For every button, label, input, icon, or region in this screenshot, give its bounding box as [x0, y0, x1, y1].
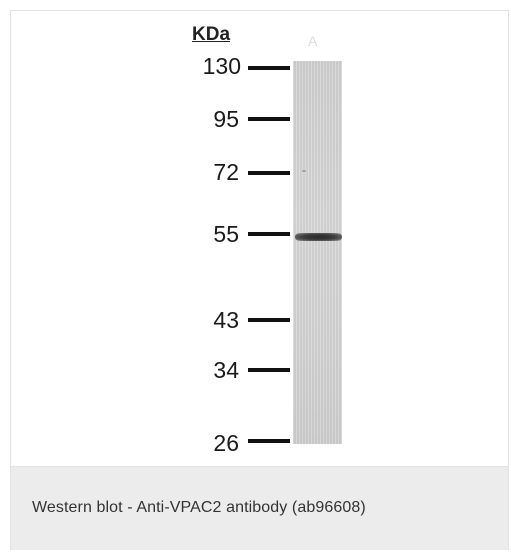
marker-tick-72 [248, 171, 290, 175]
marker-tick-95 [248, 117, 290, 121]
marker-label-130: 130 [202, 53, 241, 79]
marker-label-72: 72 [213, 159, 239, 185]
marker-tick-26 [248, 439, 290, 443]
faint-lane-mark [302, 170, 306, 172]
molecular-weight-unit-label: KDa [192, 24, 231, 45]
marker-tick-34 [248, 368, 290, 372]
marker-label-26: 26 [213, 430, 239, 456]
caption-area: Western blot - Anti-VPAC2 antibody (ab96… [11, 466, 508, 550]
western-blot-figure: KDa A 130 95 72 55 43 34 26 [11, 11, 508, 466]
marker-tick-55 [248, 232, 290, 236]
marker-tick-130 [248, 66, 290, 70]
marker-label-95: 95 [213, 106, 239, 132]
marker-label-55: 55 [213, 221, 239, 247]
marker-label-43: 43 [213, 307, 239, 333]
marker-label-34: 34 [213, 357, 239, 383]
marker-tick-43 [248, 318, 290, 322]
lane-label: A [308, 33, 318, 49]
blot-lane [293, 61, 342, 444]
protein-band [295, 233, 342, 241]
image-caption: Western blot - Anti-VPAC2 antibody (ab96… [32, 499, 366, 516]
image-card: KDa A 130 95 72 55 43 34 26 Western blot… [10, 10, 509, 550]
